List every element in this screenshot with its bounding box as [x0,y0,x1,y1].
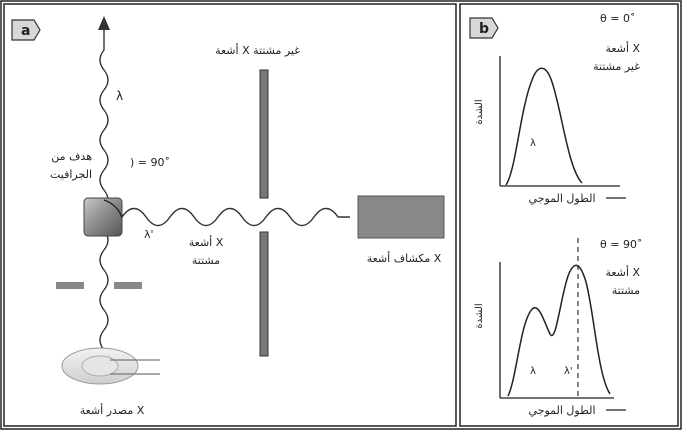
collimator-right [114,282,142,289]
top-desc-line2: غير مشتتة [593,60,640,73]
xray-detector [357,195,445,239]
top-xlabel: الطول الموجي [528,192,595,205]
angle-label: ) = 90˚ [130,156,170,169]
scattered-wave [121,207,350,227]
panel-b-tag [469,17,499,39]
graphite-target [83,197,123,237]
spectrum-bottom: الشدة λ λ' θ = 90˚ أشعة X مشتتة الطول ال… [474,238,642,417]
top-desc-line1: أشعة X [605,41,640,55]
target-label-line2: الجرافيت [50,168,92,181]
panel-a-tag [11,19,41,41]
unscattered-arrowhead [98,16,110,30]
bottom-peak1-label: λ [530,366,536,377]
bottom-theta-label: θ = 90˚ [600,238,642,251]
lambda-label: λ [116,89,123,103]
bottom-xlabel: الطول الموجي [528,404,595,417]
lambda-prime-label: λ' [144,228,154,241]
panel-a-border [3,3,457,427]
unscattered-wave [99,30,109,351]
bottom-desc-line2: مشتتة [612,284,640,297]
scattered-x-line2: مشتتة [192,254,220,267]
detector-label: مكشاف أشعة X [367,251,442,265]
spectrum-top: الشدة λ θ = 0˚ أشعة X غير مشتتة الطول ال… [474,12,640,205]
angle-arc [103,199,123,219]
bottom-ylabel: الشدة [474,303,485,328]
panel-b-border [459,3,679,427]
panel-a-tag-text: a [21,23,30,39]
target-label-line1: هدف من [51,150,92,163]
slit-upper [259,69,269,199]
top-peak-label: λ [530,138,536,149]
collimator-left [56,282,84,289]
scattered-x-line1: أشعة X [189,235,224,249]
source-core [81,355,119,377]
source-label: مصدر أشعة X [80,403,145,417]
top-theta-label: θ = 0˚ [600,12,635,25]
panel-b: b الشدة λ θ = 0˚ أشعة X غير مشتتة الطول … [459,3,679,427]
bottom-peak2-label: λ' [564,366,573,377]
slit-lower [259,231,269,357]
unscattered-rays-label: أشعة X غير مشتتة [215,43,300,57]
bottom-peaks-curve [507,264,611,397]
bottom-desc-line1: أشعة X [605,265,640,279]
panel-a: a أشعة X غير مشتتة λ هدف من الجرافيت ) =… [3,3,457,427]
top-peak-curve [505,67,583,186]
panel-b-tag-text: b [479,21,489,37]
xray-source [61,347,160,385]
top-ylabel: الشدة [474,99,485,124]
